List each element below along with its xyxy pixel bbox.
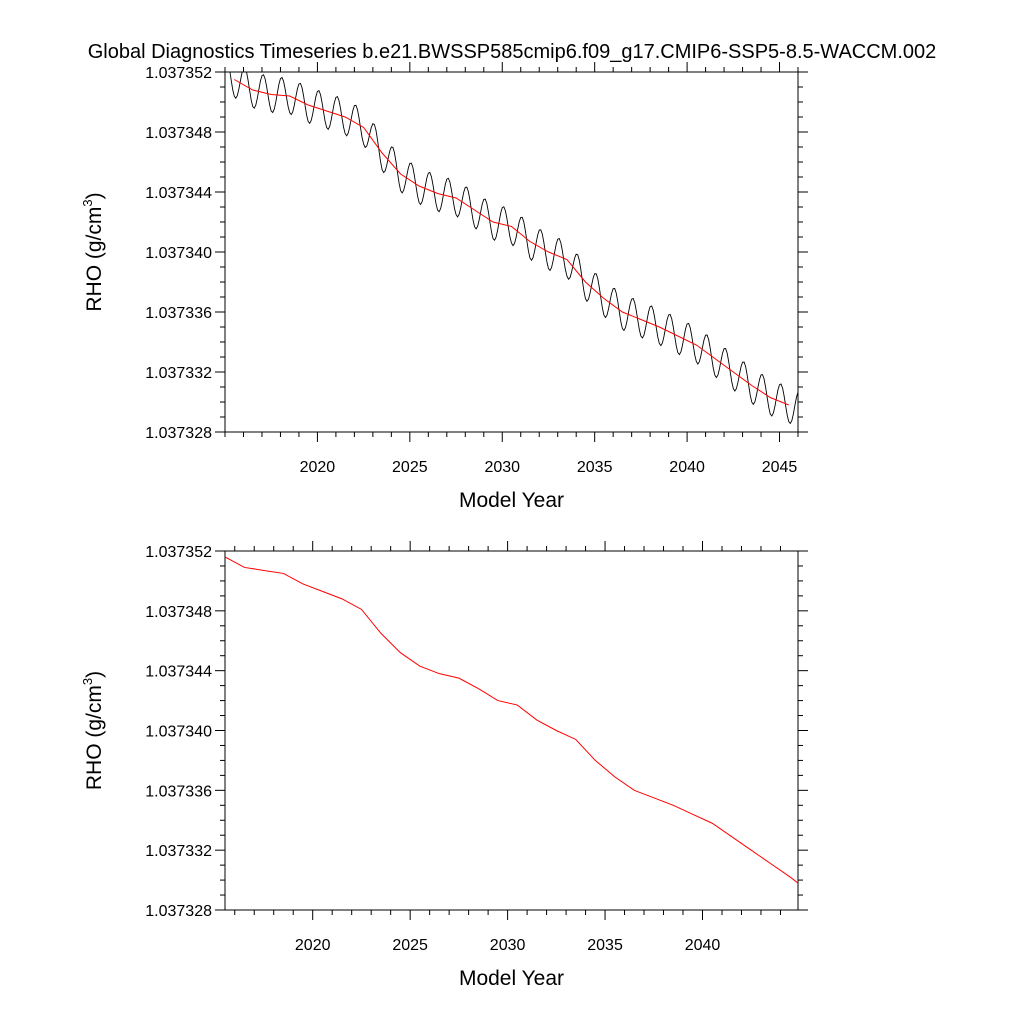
- y-axis-label-main: RHO (g/cm: [83, 207, 106, 312]
- y-tick-label: 1.037332: [145, 365, 212, 382]
- y-tick-label: 1.037352: [145, 544, 212, 561]
- x-tick-label: 2045: [762, 459, 798, 476]
- y-tick-label: 1.037352: [145, 65, 212, 82]
- x-tick-label: 2020: [300, 459, 336, 476]
- y-axis-label-superscript: 3: [80, 678, 95, 685]
- series-line-annual: [225, 556, 798, 884]
- x-tick-label: 2035: [587, 937, 623, 954]
- y-tick-label: 1.037344: [145, 185, 212, 202]
- y-tick-label: 1.037340: [145, 245, 212, 262]
- x-tick-label: 2030: [490, 937, 526, 954]
- y-tick-label: 1.037344: [145, 664, 212, 681]
- x-axis-label: Model Year: [459, 967, 564, 990]
- y-tick-label: 1.037328: [145, 425, 212, 442]
- x-axis-label: Model Year: [459, 489, 564, 512]
- y-tick-label: 1.037348: [145, 604, 212, 621]
- x-tick-label: 2035: [577, 459, 613, 476]
- y-axis-label-main: RHO (g/cm: [83, 685, 106, 790]
- x-tick-label: 2025: [392, 937, 428, 954]
- panel-bottom: 2020 2025 2030 2035 2040 1.037328 1.037332 1.03…: [80, 541, 808, 990]
- y-axis-label: RHO (g/cm3): [80, 671, 106, 790]
- y-axis-label: RHO (g/cm3): [80, 192, 106, 311]
- series-line-monthly: [229, 72, 798, 425]
- y-tick-label: 1.037348: [145, 125, 212, 142]
- figure-title: Global Diagnostics Timeseries b.e21.BWSS…: [88, 41, 937, 63]
- x-tick-label: 2040: [685, 937, 721, 954]
- y-axis-label-close: ): [83, 671, 106, 678]
- plot-frame: [224, 550, 799, 911]
- y-axis-label-close: ): [83, 192, 106, 199]
- y-tick-label: 1.037332: [145, 843, 212, 860]
- y-axis-label-superscript: 3: [80, 199, 95, 206]
- y-tick-label: 1.037336: [145, 783, 212, 800]
- plot-frame: [224, 71, 799, 433]
- series-line-annual: [233, 79, 789, 406]
- x-tick-label: 2025: [392, 459, 428, 476]
- panel-top: 2020 2025 2030 2035 2040 2045 1.037328 1.037332…: [80, 62, 808, 512]
- y-tick-label: 1.037328: [145, 903, 212, 920]
- x-tick-label: 2040: [669, 459, 705, 476]
- y-tick-label: 1.037336: [145, 305, 212, 322]
- x-tick-label: 2020: [295, 937, 331, 954]
- x-tick-label: 2030: [484, 459, 520, 476]
- y-tick-label: 1.037340: [145, 724, 212, 741]
